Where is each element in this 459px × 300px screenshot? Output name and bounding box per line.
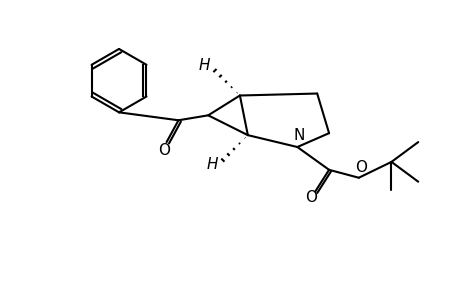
Text: O: O bbox=[354, 160, 366, 175]
Text: H: H bbox=[198, 58, 210, 73]
Text: O: O bbox=[158, 142, 170, 158]
Text: O: O bbox=[305, 190, 317, 205]
Text: N: N bbox=[293, 128, 304, 142]
Text: H: H bbox=[206, 158, 218, 172]
